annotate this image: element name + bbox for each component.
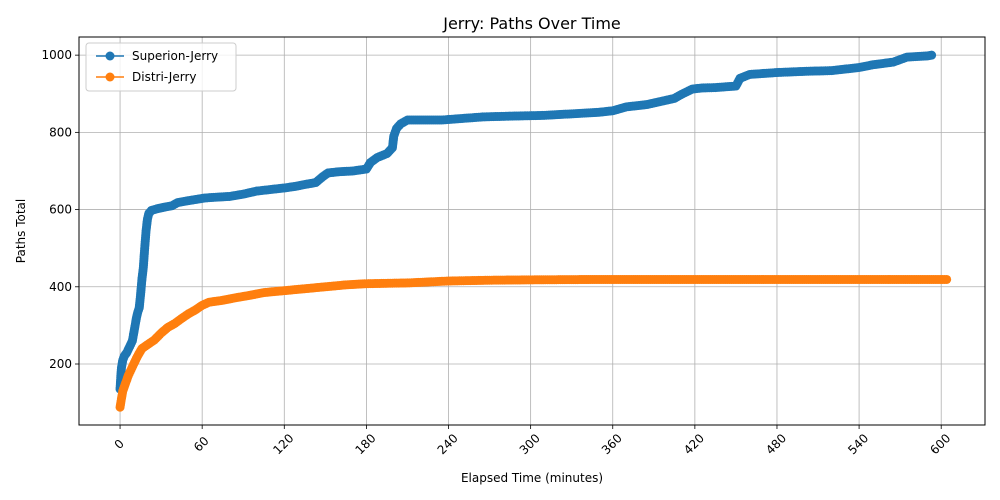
y-tick-label: 1000 bbox=[41, 48, 72, 62]
series-markers-distri-jerry bbox=[115, 274, 952, 412]
legend-marker-distri bbox=[105, 72, 115, 82]
legend-label-distri: Distri-Jerry bbox=[132, 70, 196, 84]
chart-title: Jerry: Paths Over Time bbox=[442, 14, 621, 33]
y-axis: 200 400 600 800 1000 bbox=[41, 48, 79, 371]
data-point-superion-jerry bbox=[927, 50, 937, 60]
plot-series bbox=[115, 50, 952, 412]
y-axis-title: Paths Total bbox=[14, 199, 28, 263]
legend: Superion-Jerry Distri-Jerry bbox=[85, 42, 237, 92]
x-axis: 0 60 120 180 240 300 360 420 480 540 600 bbox=[112, 425, 953, 457]
y-tick-label: 600 bbox=[49, 203, 72, 217]
y-tick-label: 400 bbox=[49, 280, 72, 294]
data-point-distri-jerry bbox=[942, 274, 952, 284]
legend-marker-superion bbox=[105, 51, 115, 61]
plot-frame bbox=[78, 36, 986, 426]
x-axis-title: Elapsed Time (minutes) bbox=[461, 471, 603, 485]
legend-label-superion: Superion-Jerry bbox=[132, 49, 218, 63]
y-tick-label: 800 bbox=[49, 125, 72, 139]
y-tick-label: 200 bbox=[49, 357, 72, 371]
series-markers-superion-jerry bbox=[115, 50, 937, 394]
legend-box bbox=[85, 42, 237, 92]
